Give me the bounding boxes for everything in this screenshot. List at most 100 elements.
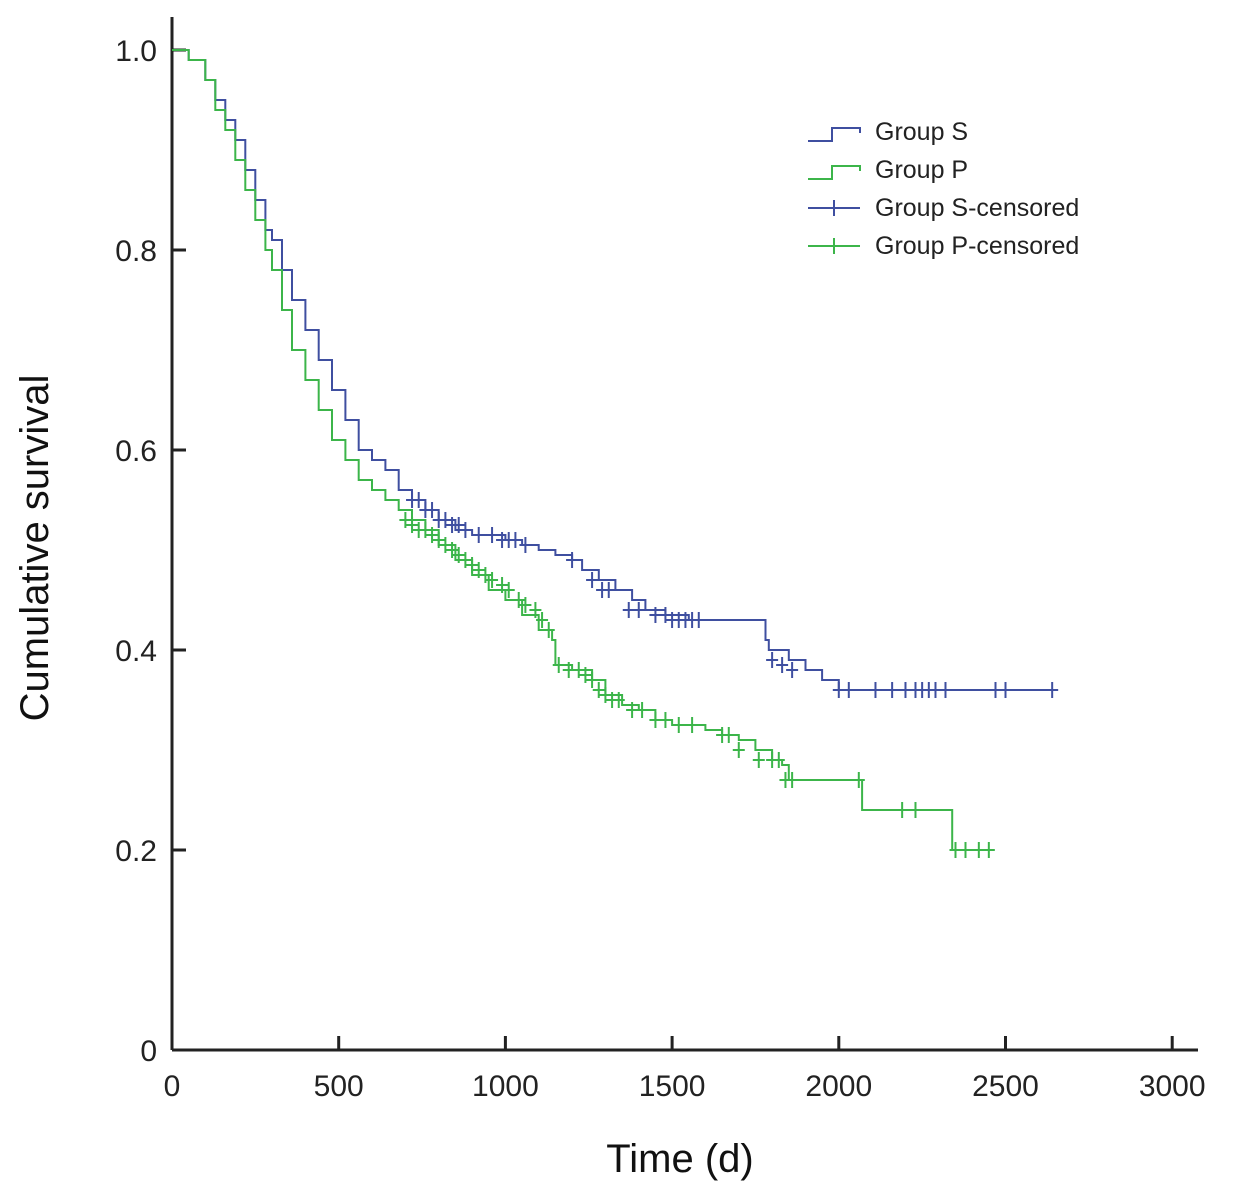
legend-line-swatch: [808, 127, 861, 142]
y-ticks: 0 0.2 0.4 0.6 0.8 1.0: [115, 35, 186, 1068]
legend-item: Group S-censored: [808, 194, 1079, 222]
censor-mark: [832, 682, 845, 698]
legend-label: Group S-censored: [875, 194, 1079, 222]
censor-mark: [459, 552, 472, 568]
censor-mark: [899, 682, 912, 698]
x-tick-label: 0: [164, 1070, 181, 1103]
censor-mark: [776, 657, 789, 673]
censor-mark: [659, 712, 672, 728]
legend-label: Group S: [875, 118, 968, 146]
axes: 0 500 1000 1500 2000 2500 3000 0 0.2 0.4 0.6 0.8 1.…: [115, 17, 1206, 1103]
censor-mark: [972, 842, 985, 858]
censor-mark: [439, 537, 452, 553]
censor-mark: [752, 752, 765, 768]
censor-mark: [426, 502, 439, 518]
censor-mark: [432, 532, 445, 548]
legend-item: Group P-censored: [808, 232, 1079, 260]
censor-mark: [486, 572, 499, 588]
y-tick-label: 0.4: [115, 635, 157, 668]
censor-mark: [406, 517, 419, 533]
censor-mark: [786, 772, 799, 788]
censor-mark: [472, 562, 485, 578]
x-tick-label: 1000: [472, 1070, 539, 1103]
censor-mark: [446, 542, 459, 558]
censor-mark: [519, 597, 532, 613]
censor-mark: [632, 602, 645, 618]
censor-mark: [636, 702, 649, 718]
legend-label: Group P-censored: [875, 232, 1079, 260]
censor-mark: [512, 592, 525, 608]
censor-mark: [1046, 682, 1059, 698]
x-tick-label: 1500: [639, 1070, 706, 1103]
censor-mark: [552, 657, 565, 673]
censor-mark: [572, 662, 585, 678]
censor-mark: [502, 582, 515, 598]
censor-mark: [509, 532, 522, 548]
y-tick-label: 1.0: [115, 35, 157, 68]
legend-line-swatch: [808, 165, 861, 180]
censor-mark: [472, 527, 485, 543]
legend-item: Group S: [808, 118, 968, 146]
censor-mark: [982, 842, 995, 858]
x-axis-title: Time (d): [606, 1137, 753, 1181]
censor-mark: [886, 682, 899, 698]
censor-mark: [686, 717, 699, 733]
censor-mark: [649, 712, 662, 728]
censor-mark: [479, 567, 492, 583]
y-tick-label: 0.2: [115, 835, 157, 868]
censor-mark: [869, 682, 882, 698]
censor-mark: [519, 537, 532, 553]
censor-mark: [599, 687, 612, 703]
censor-mark: [842, 682, 855, 698]
censor-mark: [989, 682, 1002, 698]
censor-mark: [566, 552, 579, 568]
censor-mark: [399, 512, 412, 528]
censor-mark: [426, 527, 439, 543]
censor-mark: [459, 522, 472, 538]
survival-line: [172, 49, 1053, 691]
censor-mark: [909, 802, 922, 818]
censor-mark: [496, 577, 509, 593]
legend-item: Group P: [808, 156, 968, 184]
censor-mark: [852, 772, 865, 788]
series-group-s: [172, 49, 1059, 698]
censor-mark: [672, 717, 685, 733]
censor-mark: [612, 692, 625, 708]
censor-mark: [692, 612, 705, 628]
series-layer: [172, 49, 1059, 858]
censor-mark: [659, 607, 672, 623]
censor-mark: [959, 842, 972, 858]
censor-mark: [536, 612, 549, 628]
x-tick-label: 3000: [1139, 1070, 1206, 1103]
x-ticks: 0 500 1000 1500 2000 2500 3000: [164, 1036, 1206, 1103]
censor-mark: [949, 842, 962, 858]
y-axis-title: Cumulative survival: [13, 375, 57, 722]
censor-mark: [412, 492, 425, 508]
survival-line: [172, 49, 989, 851]
censor-mark: [586, 672, 599, 688]
censor-mark: [486, 527, 499, 543]
censor-mark: [579, 667, 592, 683]
legend-censor-swatch: [808, 238, 860, 254]
censor-mark: [896, 802, 909, 818]
x-tick-label: 2000: [805, 1070, 872, 1103]
legend-censor-swatch: [808, 200, 860, 216]
y-tick-label: 0.8: [115, 235, 157, 268]
censor-mark: [466, 557, 479, 573]
censor-mark: [929, 682, 942, 698]
censor-mark: [649, 607, 662, 623]
x-tick-label: 500: [314, 1070, 364, 1103]
censor-mark: [452, 517, 465, 533]
censor-mark: [529, 602, 542, 618]
censor-mark: [542, 622, 555, 638]
censor-mark: [592, 682, 605, 698]
censor-mark: [452, 547, 465, 563]
censor-mark: [732, 742, 745, 758]
series-group-p: [172, 49, 995, 858]
censor-mark: [439, 512, 452, 528]
x-tick-label: 2500: [972, 1070, 1039, 1103]
legend-label: Group P: [875, 156, 968, 184]
censor-mark: [419, 522, 432, 538]
censor-mark: [999, 682, 1012, 698]
